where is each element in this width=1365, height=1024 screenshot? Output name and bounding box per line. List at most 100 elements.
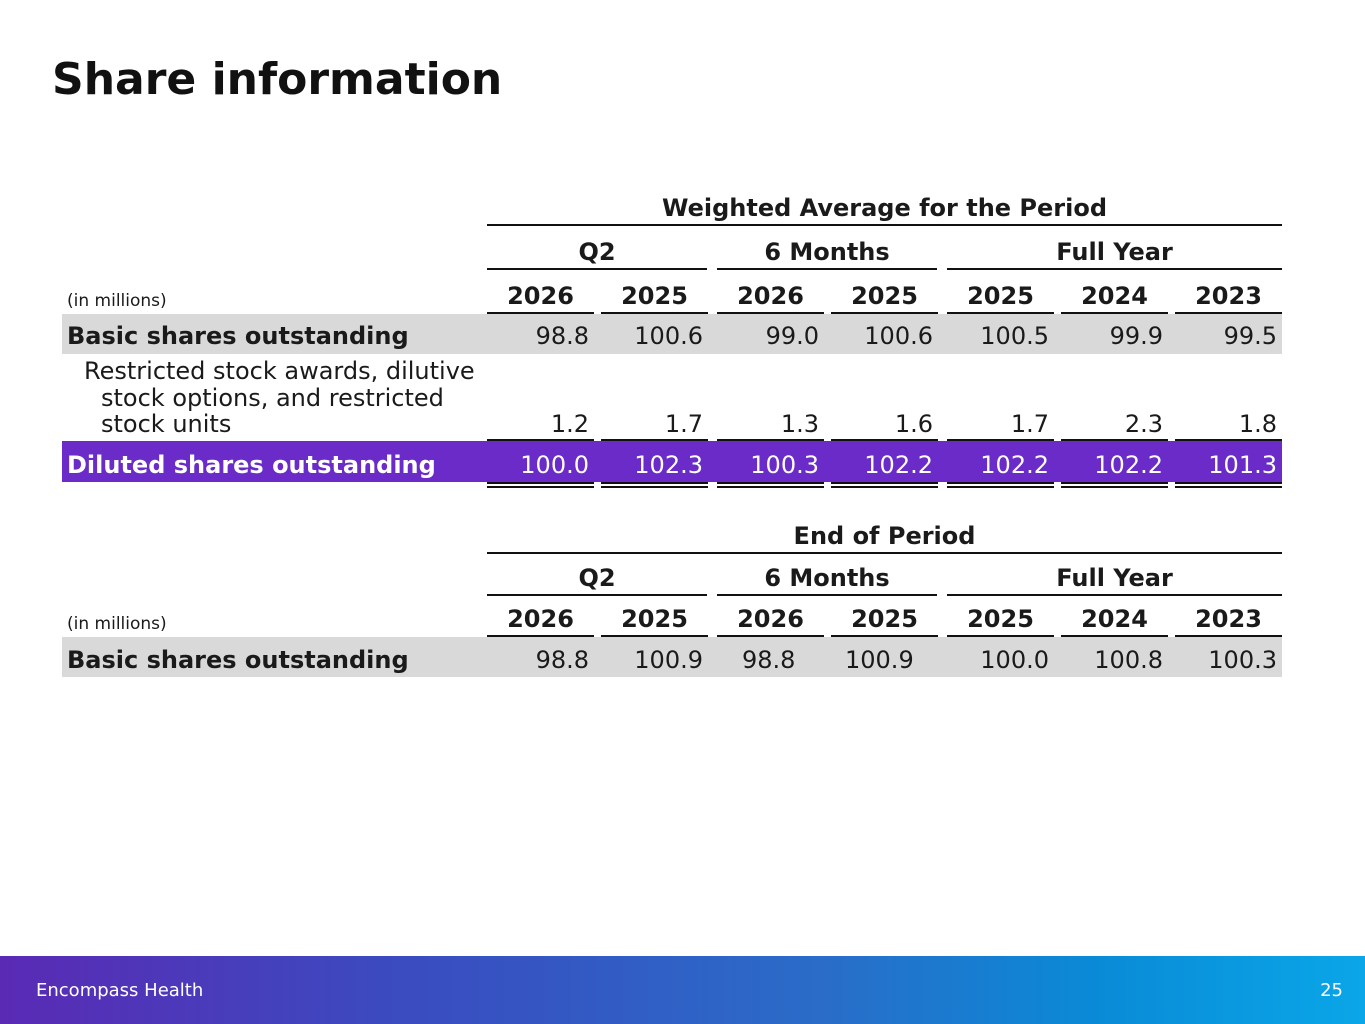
cell-value: 100.8 [1094, 646, 1163, 674]
divider [601, 482, 708, 488]
table-header: End of Period [793, 522, 976, 550]
divider [487, 635, 594, 637]
page-number: 25 [1320, 980, 1343, 1001]
divider [717, 635, 824, 637]
divider [487, 439, 594, 441]
divider [1175, 482, 1282, 488]
divider [947, 439, 1054, 441]
divider [947, 312, 1054, 314]
year-header: 2025 [851, 605, 918, 633]
cell-value: 1.8 [1238, 410, 1277, 438]
table-row-diluted-shares [62, 441, 1282, 482]
company-name: Encompass Health [36, 980, 204, 1001]
divider [487, 268, 707, 270]
cell-value: 101.3 [1208, 451, 1277, 479]
divider [487, 482, 594, 488]
table-header: Weighted Average for the Period [661, 194, 1108, 222]
cell-value: 1.3 [780, 410, 819, 438]
row-label-line: stock units [101, 410, 232, 438]
row-label-line: Restricted stock awards, dilutive [84, 357, 475, 385]
divider [1061, 635, 1168, 637]
year-header: 2025 [967, 605, 1034, 633]
divider [947, 482, 1054, 488]
group-header-q2: Q2 [578, 238, 616, 266]
table-row-basic-shares [62, 637, 1282, 677]
divider [831, 312, 938, 314]
divider [947, 635, 1054, 637]
divider [717, 268, 937, 270]
cell-value: 1.6 [894, 410, 933, 438]
divider [1175, 312, 1282, 314]
divider [601, 635, 708, 637]
divider [601, 439, 708, 441]
cell-value: 1.2 [550, 410, 589, 438]
year-header: 2026 [507, 282, 574, 310]
divider [947, 268, 1282, 270]
cell-value: 99.9 [1109, 322, 1163, 350]
cell-value: 100.5 [980, 322, 1049, 350]
row-label: Diluted shares outstanding [67, 451, 436, 479]
cell-value: 100.0 [520, 451, 589, 479]
cell-value: 99.5 [1223, 322, 1277, 350]
year-header: 2023 [1195, 605, 1262, 633]
cell-value: 102.2 [1094, 451, 1163, 479]
cell-value: 100.6 [864, 322, 933, 350]
cell-value: 100.3 [1208, 646, 1277, 674]
divider [1061, 439, 1168, 441]
divider [717, 439, 824, 441]
divider [1175, 635, 1282, 637]
cell-value: 100.6 [634, 322, 703, 350]
cell-value: 100.9 [845, 646, 914, 674]
row-label: Basic shares outstanding [67, 322, 409, 350]
divider [1175, 439, 1282, 441]
divider [947, 594, 1282, 596]
year-header: 2025 [967, 282, 1034, 310]
divider [487, 594, 707, 596]
divider [1061, 312, 1168, 314]
divider [487, 312, 594, 314]
unit-label: (in millions) [67, 291, 167, 311]
divider [717, 594, 937, 596]
row-label-line: stock options, and restricted [101, 384, 444, 412]
cell-value: 1.7 [664, 410, 703, 438]
year-header: 2025 [621, 282, 688, 310]
year-header: 2024 [1081, 605, 1148, 633]
year-header: 2025 [851, 282, 918, 310]
cell-value: 98.8 [535, 322, 589, 350]
group-header-6-months: 6 Months [764, 564, 890, 592]
divider [487, 224, 1282, 226]
cell-value: 100.3 [750, 451, 819, 479]
year-header: 2026 [507, 605, 574, 633]
cell-value: 102.2 [980, 451, 1049, 479]
unit-label: (in millions) [67, 614, 167, 634]
year-header: 2023 [1195, 282, 1262, 310]
page-title: Share information [52, 54, 503, 105]
year-header: 2025 [621, 605, 688, 633]
group-header-6-months: 6 Months [764, 238, 890, 266]
divider [831, 635, 938, 637]
group-header-full-year: Full Year [1056, 238, 1173, 266]
cell-value: 1.7 [1010, 410, 1049, 438]
divider [831, 482, 938, 488]
divider [831, 439, 938, 441]
cell-value: 98.8 [535, 646, 589, 674]
group-header-q2: Q2 [578, 564, 616, 592]
table-row-basic-shares [62, 314, 1282, 354]
year-header: 2024 [1081, 282, 1148, 310]
cell-value: 2.3 [1124, 410, 1163, 438]
divider [717, 312, 824, 314]
cell-value: 98.8 [742, 646, 796, 674]
divider [717, 482, 824, 488]
cell-value: 102.3 [634, 451, 703, 479]
year-header: 2026 [737, 605, 804, 633]
cell-value: 100.9 [634, 646, 703, 674]
cell-value: 99.0 [765, 322, 819, 350]
cell-value: 100.0 [980, 646, 1049, 674]
footer-bar [0, 956, 1365, 1024]
row-label: Basic shares outstanding [67, 646, 409, 674]
cell-value: 102.2 [864, 451, 933, 479]
divider [601, 312, 708, 314]
year-header: 2026 [737, 282, 804, 310]
divider [1061, 482, 1168, 488]
divider [487, 552, 1282, 554]
